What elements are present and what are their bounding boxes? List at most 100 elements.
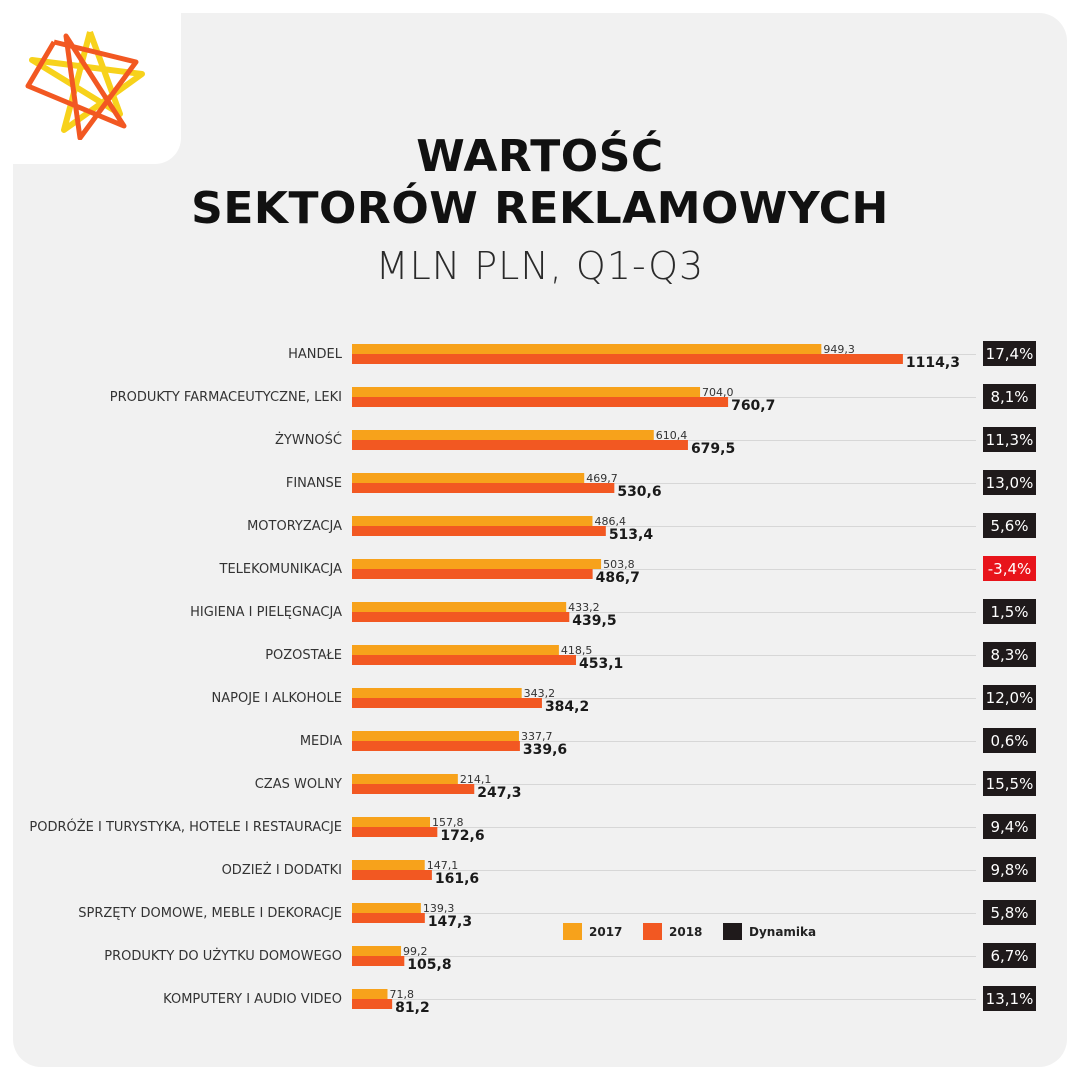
chart-title: WARTOŚĆ SEKTORÓW REKLAMOWYCH <box>0 131 1080 235</box>
dynamika-badge <box>983 642 1036 667</box>
dynamika-value: 8,1% <box>990 388 1028 406</box>
bar-2018 <box>352 698 542 708</box>
value-label-2017: 99,2 <box>403 945 428 958</box>
chart-subtitle: MLN PLN, Q1-Q3 <box>375 244 705 288</box>
bar-2017 <box>352 559 602 569</box>
bar-2018 <box>352 612 570 622</box>
dynamika-value: 0,6% <box>990 732 1028 750</box>
bar-2018 <box>352 913 425 923</box>
bar-2018 <box>352 354 903 364</box>
dynamika-badge <box>983 857 1036 882</box>
value-label-2018: 1114,3 <box>906 355 960 371</box>
dynamika-badge <box>983 599 1036 624</box>
category-label: MEDIA <box>300 734 342 749</box>
logo-area <box>0 0 181 164</box>
dynamika-value: 13,0% <box>986 474 1034 492</box>
value-label-2018: 81,2 <box>395 1000 430 1016</box>
dynamika-value: 8,3% <box>990 646 1028 664</box>
bar-2018 <box>352 440 688 450</box>
value-label-2017: 214,1 <box>460 773 492 786</box>
chart-panel <box>13 13 1067 1067</box>
value-label-2017: 157,8 <box>432 816 464 829</box>
value-label-2017: 147,1 <box>427 859 459 872</box>
value-label-2017: 610,4 <box>656 429 688 442</box>
value-label-2017: 503,8 <box>603 558 635 571</box>
bar-2017 <box>352 903 421 913</box>
bar-2017 <box>352 946 402 956</box>
value-label-2018: 384,2 <box>545 699 589 715</box>
dynamika-value: 6,7% <box>990 947 1028 965</box>
category-label: POZOSTAŁE <box>265 648 342 663</box>
bar-2017 <box>352 731 519 741</box>
dynamika-badge <box>983 384 1036 409</box>
bar-2017 <box>352 774 458 784</box>
bar-2018 <box>352 827 438 837</box>
category-label: SPRZĘTY DOMOWE, MEBLE I DEKORACJE <box>78 906 342 921</box>
bar-2018 <box>352 784 475 794</box>
legend-dynamika-label: Dynamika <box>749 925 816 939</box>
star-logo-icon <box>25 30 145 140</box>
dynamika-value: 17,4% <box>986 345 1034 363</box>
value-label-2018: 760,7 <box>731 398 775 414</box>
value-label-2017: 486,4 <box>594 515 626 528</box>
category-label: CZAS WOLNY <box>255 777 342 792</box>
bar-2017 <box>352 387 701 397</box>
dynamika-badge <box>983 900 1036 925</box>
category-label: PODRÓŻE I TURYSTYKA, HOTELE I RESTAURACJ… <box>29 819 342 835</box>
bar-2018 <box>352 870 432 880</box>
dynamika-badge <box>983 470 1036 495</box>
value-label-2017: 949,3 <box>823 343 855 356</box>
bar-2018 <box>352 397 729 407</box>
bar-2018 <box>352 999 393 1009</box>
bar-2017 <box>352 645 559 655</box>
category-label: PRODUKTY FARMACEUTYCZNE, LEKI <box>110 390 342 405</box>
category-label: MOTORYZACJA <box>247 519 342 534</box>
value-label-2018: 679,5 <box>691 441 735 457</box>
bar-2018 <box>352 483 615 493</box>
value-label-2018: 105,8 <box>407 957 451 973</box>
dynamika-badge <box>983 341 1036 366</box>
dynamika-badge <box>983 556 1036 581</box>
category-label: HIGIENA I PIELĘGNACJA <box>190 605 342 620</box>
category-label: FINANSE <box>286 476 342 491</box>
category-label: ODZIEŻ I DODATKI <box>222 862 342 878</box>
bar-2017 <box>352 344 822 354</box>
legend-2018-label: 2018 <box>669 925 702 939</box>
category-label: TELEKOMUNIKACJA <box>219 562 343 577</box>
title-line-2: SEKTORÓW REKLAMOWYCH <box>191 183 889 234</box>
dynamika-badge <box>983 427 1036 452</box>
bar-2018 <box>352 655 577 665</box>
category-label: ŻYWNOŚĆ <box>275 432 342 448</box>
value-label-2018: 161,6 <box>435 871 479 887</box>
bar-2017 <box>352 602 567 612</box>
value-label-2018: 247,3 <box>477 785 521 801</box>
value-label-2017: 343,2 <box>524 687 556 700</box>
bar-2017 <box>352 860 425 870</box>
bar-2017 <box>352 473 585 483</box>
bar-2017 <box>352 430 654 440</box>
legend-2018-swatch <box>643 923 662 940</box>
value-label-2018: 513,4 <box>609 527 654 543</box>
bar-2018 <box>352 956 405 966</box>
category-label: NAPOJE I ALKOHOLE <box>212 691 342 706</box>
value-label-2017: 433,2 <box>568 601 600 614</box>
dynamika-value: 9,8% <box>990 861 1028 879</box>
bar-2017 <box>352 989 388 999</box>
dynamika-value: 15,5% <box>986 775 1034 793</box>
value-label-2018: 439,5 <box>572 613 616 629</box>
legend-2017-swatch <box>563 923 582 940</box>
legend-2017-label: 2017 <box>589 925 622 939</box>
dynamika-value: 11,3% <box>986 431 1034 449</box>
bar-2017 <box>352 516 593 526</box>
value-label-2017: 704,0 <box>702 386 734 399</box>
category-label: PRODUKTY DO UŻYTKU DOMOWEGO <box>104 948 342 964</box>
value-label-2018: 486,7 <box>596 570 640 586</box>
bar-2018 <box>352 526 606 536</box>
dynamika-badge <box>983 728 1036 753</box>
dynamika-value: 5,8% <box>990 904 1028 922</box>
legend-dynamika-swatch <box>723 923 742 940</box>
bar-2017 <box>352 688 522 698</box>
value-label-2018: 530,6 <box>617 484 661 500</box>
value-label-2017: 71,8 <box>389 988 414 1001</box>
